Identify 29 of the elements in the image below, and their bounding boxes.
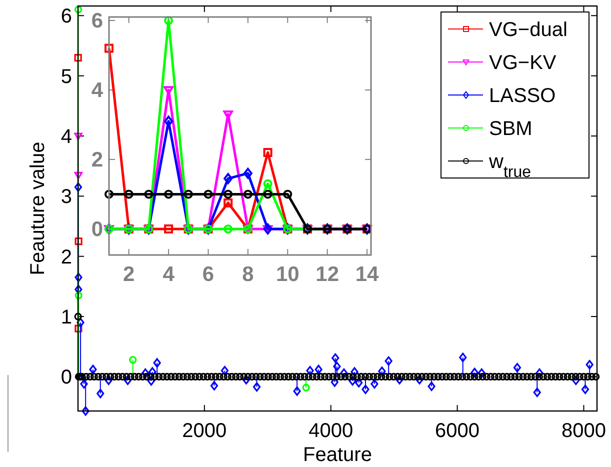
legend-label: VG−KV	[489, 52, 557, 74]
legend-label: LASSO	[489, 85, 556, 107]
y-tick-label: 2	[91, 148, 103, 172]
legend-label: SBM	[489, 118, 532, 140]
x-tick-label: 12	[316, 263, 340, 286]
y-tick-label: 4	[60, 126, 72, 148]
x-tick-label: 8000	[561, 420, 606, 442]
x-tick-label: 14	[355, 263, 380, 286]
y-tick-label: 5	[60, 66, 72, 88]
y-tick-label: 4	[91, 78, 104, 102]
legend-label: VG−dual	[489, 19, 568, 41]
x-tick-label: 6	[202, 263, 214, 286]
x-tick-label: 2000	[182, 420, 227, 442]
x-tick-label: 10	[276, 263, 300, 286]
x-tick-label: 4	[162, 263, 175, 286]
y-tick-label: 0	[60, 366, 72, 389]
y-axis-title: Feauture value	[27, 142, 49, 276]
y-tick-label: 0	[91, 218, 103, 241]
x-tick-label: 2	[123, 263, 135, 286]
y-tick-label: 6	[60, 6, 72, 28]
x-tick-label: 4000	[308, 420, 354, 442]
y-tick-label: 3	[60, 186, 72, 208]
x-tick-label: 8	[242, 263, 254, 286]
legend-label: w$_{true}$	[488, 151, 532, 180]
y-tick-label: 1	[60, 306, 72, 329]
y-tick-label: 6	[91, 9, 103, 32]
x-tick-label: 6000	[435, 420, 480, 442]
y-tick-label: 2	[60, 246, 72, 268]
x-axis-title: Feature	[303, 444, 372, 466]
